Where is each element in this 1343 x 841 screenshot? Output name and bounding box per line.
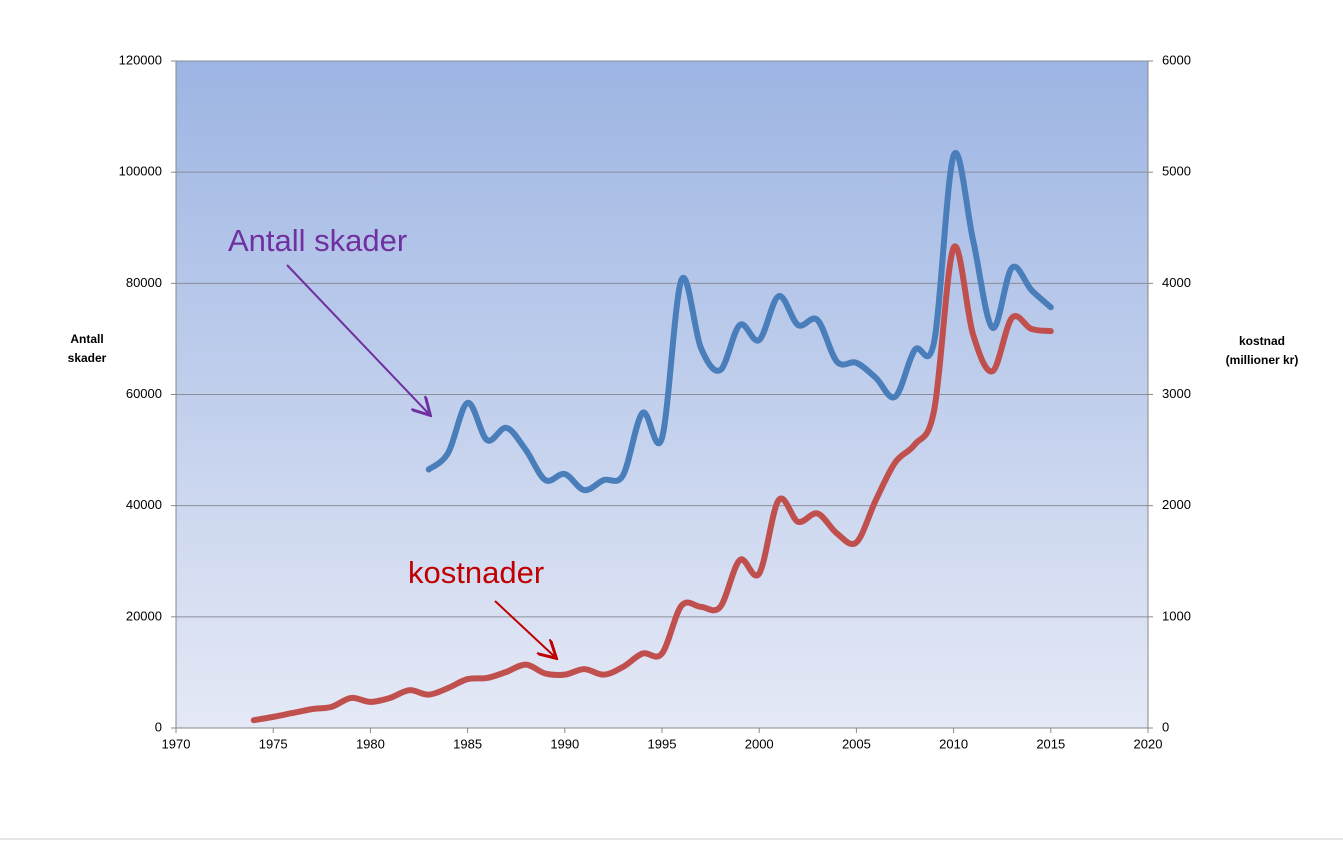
arrow (286, 264, 429, 414)
x-tick-label: 1985 (453, 736, 482, 751)
x-tick-label: 2015 (1036, 736, 1065, 751)
y-tick-label: 60000 (126, 386, 162, 401)
x-tick-label: 2010 (939, 736, 968, 751)
y2-tick-label: 1000 (1162, 608, 1191, 623)
series-line (425, 149, 1054, 494)
y-axis-label: Antall skader (67, 332, 107, 365)
x-tick-label: 1980 (356, 736, 385, 751)
annotation: kostnader (408, 555, 544, 590)
y2-tick-label: 6000 (1162, 52, 1191, 67)
arrow (494, 600, 555, 657)
y2-tick-label: 5000 (1162, 164, 1191, 179)
x-tick-label: 1995 (648, 736, 677, 751)
x-tick-label: 1990 (550, 736, 579, 751)
y2-tick-label: 2000 (1162, 497, 1191, 512)
x-tick-label: 2020 (1134, 736, 1163, 751)
y-tick-label: 80000 (126, 275, 162, 290)
y2-tick-label: 3000 (1162, 386, 1191, 401)
y2-tick-label: 0 (1162, 719, 1169, 734)
y-tick-label: 120000 (119, 52, 162, 67)
x-tick-label: 2005 (842, 736, 871, 751)
annotation: Antall skader (228, 223, 407, 258)
y2-axis-label: kostnad (millioner kr) (1225, 334, 1299, 367)
x-tick-label: 1975 (259, 736, 288, 751)
y-tick-label: 0 (155, 719, 162, 734)
x-tick-label: 2000 (745, 736, 774, 751)
series-line (250, 243, 1054, 724)
y-tick-label: 40000 (126, 497, 162, 512)
y-tick-label: 20000 (126, 608, 162, 623)
y2-tick-label: 4000 (1162, 275, 1191, 290)
y-tick-label: 100000 (119, 164, 162, 179)
x-tick-label: 1970 (162, 736, 191, 751)
